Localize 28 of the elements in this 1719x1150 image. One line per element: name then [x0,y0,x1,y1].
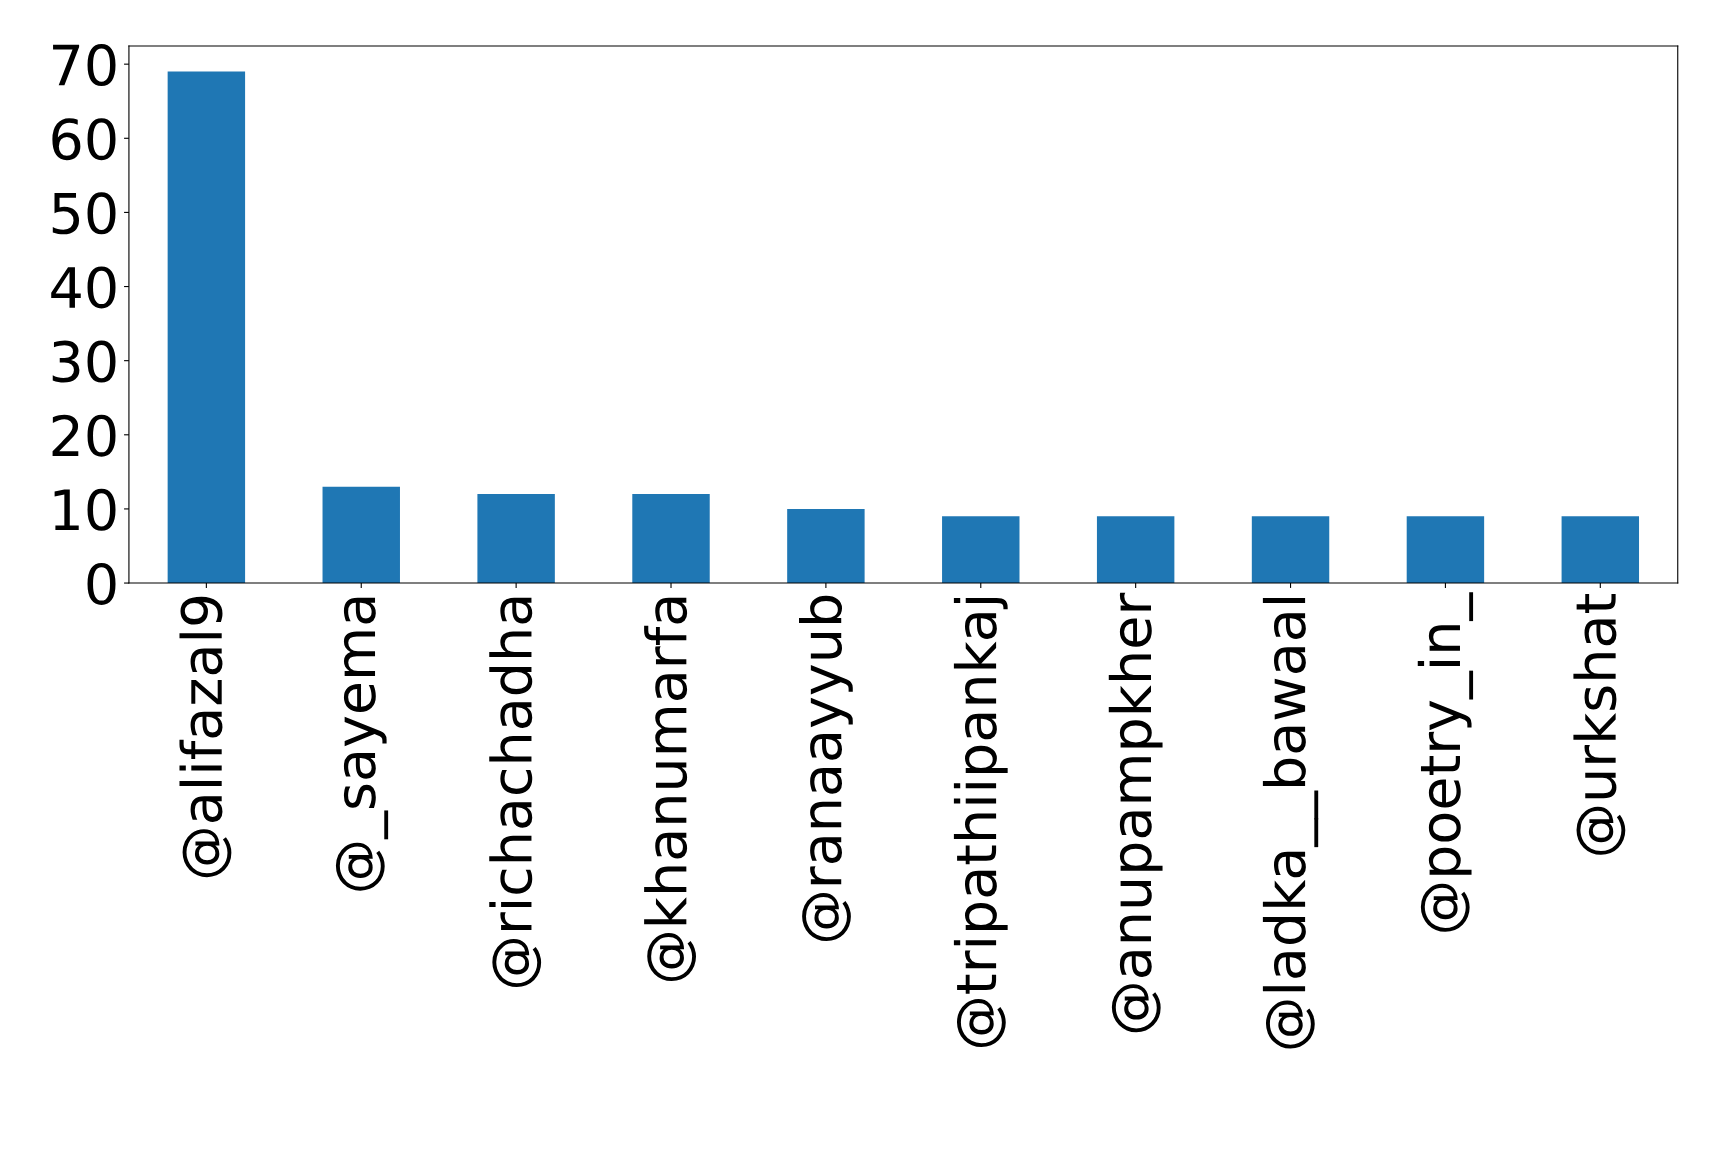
x-tick-label: @tripathiipankaj [953,597,1008,1048]
y-tick-label: 10 [54,488,116,531]
bar [477,494,555,584]
x-tick-label: @ranaayyub [799,595,853,942]
y-tick-label: 20 [52,414,116,457]
bar [632,494,710,584]
bar [167,71,246,584]
y-tick-label: 50 [52,192,116,235]
x-tick-label: @richachadha [489,597,542,988]
x-tick-label: @poetry_in_ [1417,592,1474,932]
bar [787,508,865,584]
bar [1406,516,1485,584]
x-tick-label: @ladka__bawaal [1262,597,1319,1049]
bar [1251,516,1330,584]
y-tick-label: 30 [52,340,116,383]
y-tick-label: 0 [87,562,116,605]
bar [942,516,1020,584]
x-tick-label: @alifazal9 [179,596,232,878]
y-tick-label: 70 [53,44,116,87]
bar [322,486,400,584]
bar [1096,516,1175,584]
x-tick-label: @anupampkher [1108,592,1163,1033]
x-tick-label: @_sayema [335,597,389,891]
y-tick-label: 40 [51,266,116,309]
x-tick-label: @urkshat [1573,594,1626,855]
bar [1561,516,1640,584]
y-tick-label: 60 [52,118,116,161]
x-tick-label: @khanumarfa [644,597,696,982]
